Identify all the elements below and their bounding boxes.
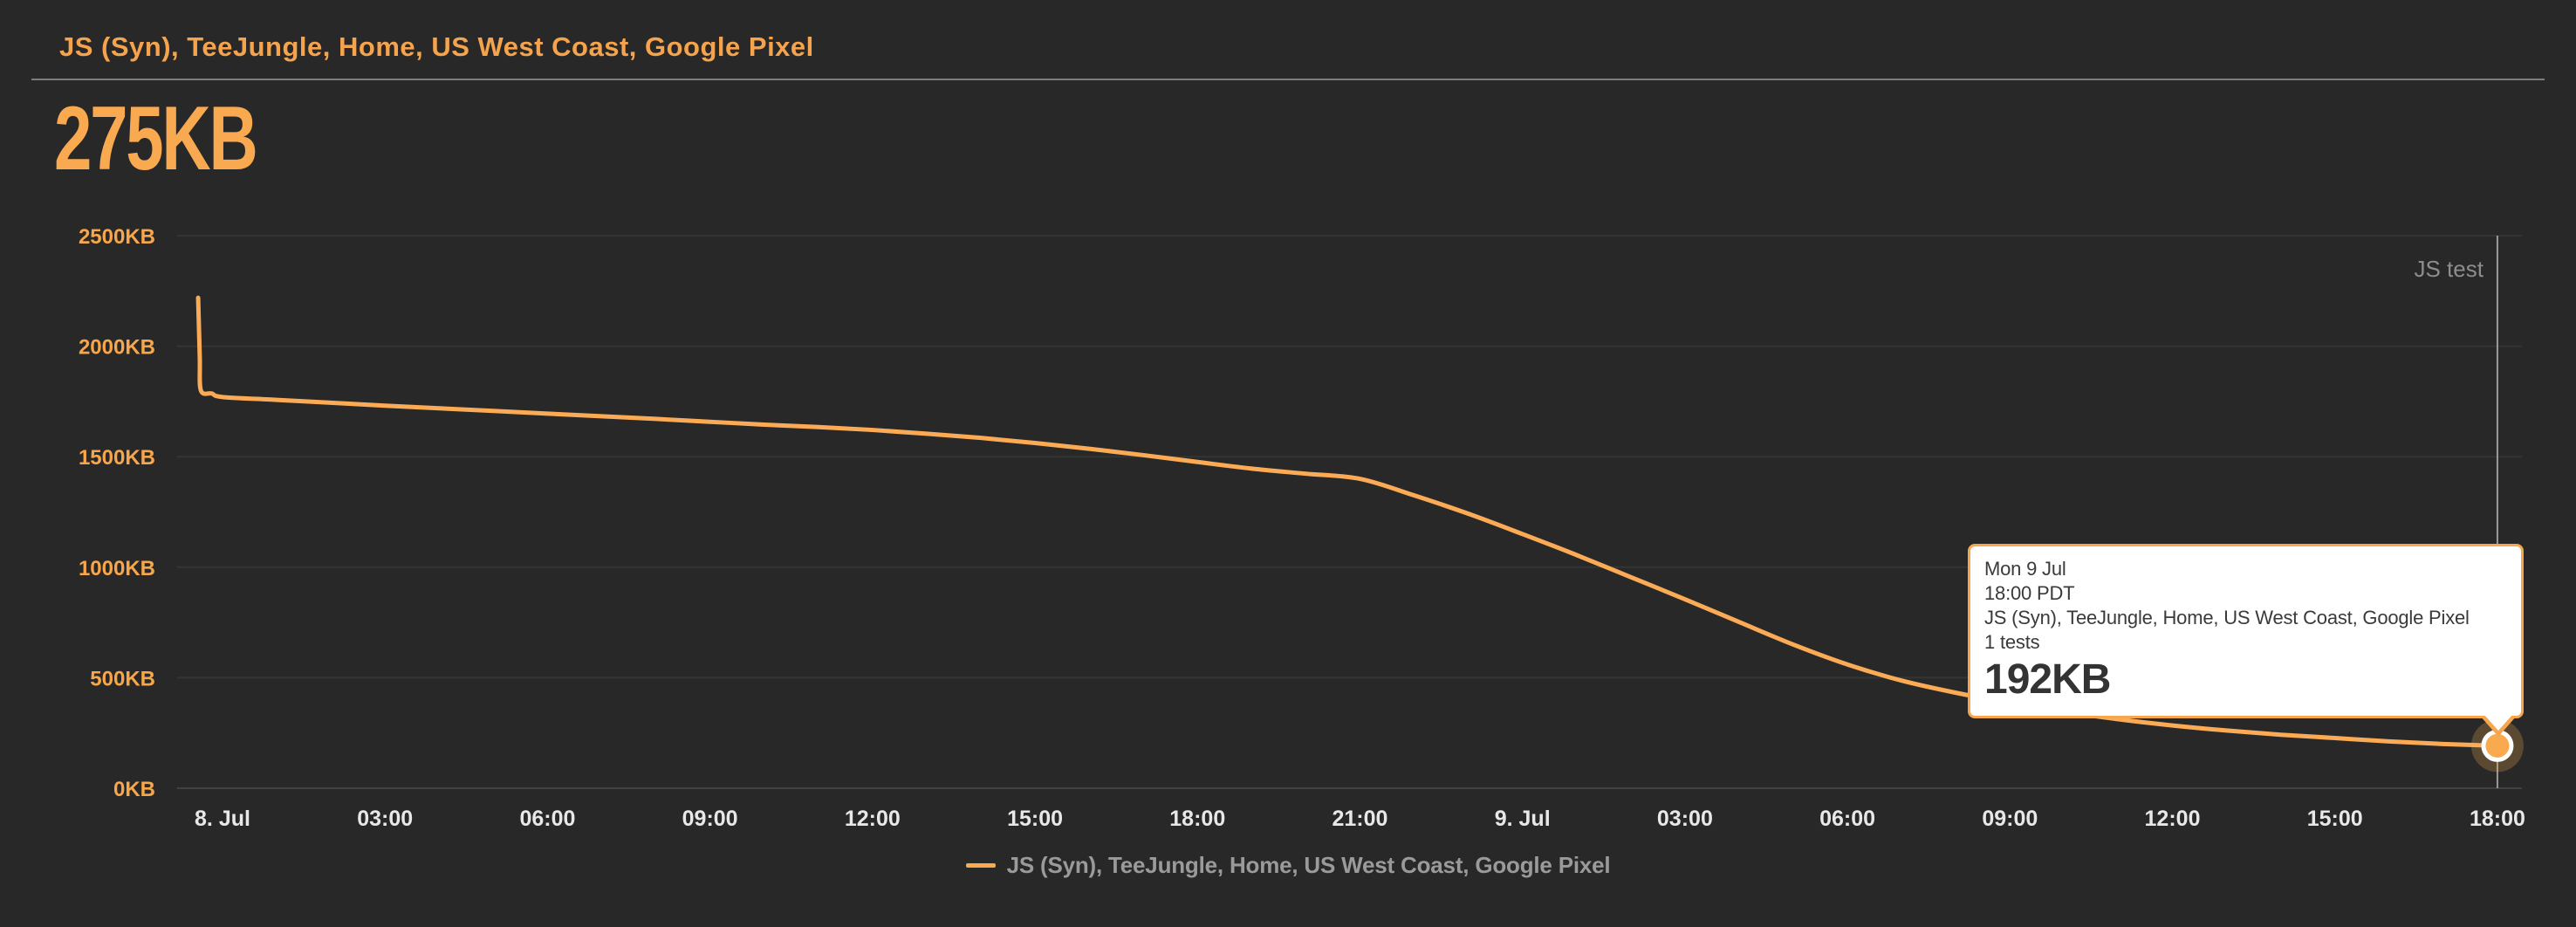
x-axis-label: 03:00 (357, 807, 413, 831)
x-axis-label: 12:00 (845, 807, 901, 831)
x-axis-label: 9. Jul (1495, 807, 1551, 831)
test-annotation-label: JS test (2414, 256, 2484, 282)
x-axis-label: 03:00 (1657, 807, 1713, 831)
y-axis-label: 0KB (113, 778, 155, 801)
x-axis-label: 15:00 (1007, 807, 1063, 831)
x-axis-label: 12:00 (2145, 807, 2201, 831)
tooltip-value: 192KB (1984, 656, 2111, 703)
legend-label: JS (Syn), TeeJungle, Home, US West Coast… (1006, 852, 1611, 878)
y-axis-label: 1000KB (79, 557, 155, 580)
y-axis-label: 1500KB (79, 446, 155, 470)
y-axis-label: 2500KB (79, 225, 155, 249)
x-axis-label: 8. Jul (195, 807, 250, 831)
chart-tooltip: Mon 9 Jul 18:00 PDT JS (Syn), TeeJungle,… (1968, 544, 2524, 737)
y-axis-label: 500KB (90, 667, 155, 690)
x-axis-label: 06:00 (519, 807, 575, 831)
x-axis-label: 18:00 (2470, 807, 2525, 831)
x-axis-label: 15:00 (2307, 807, 2363, 831)
legend-item[interactable]: JS (Syn), TeeJungle, Home, US West Coast… (0, 852, 2576, 879)
x-axis-label: 09:00 (1982, 807, 2038, 831)
tooltip-series-name: JS (Syn), TeeJungle, Home, US West Coast… (1984, 607, 2470, 628)
x-axis-label: 06:00 (1819, 807, 1875, 831)
x-axis-label: 09:00 (682, 807, 738, 831)
tooltip-time: 18:00 PDT (1984, 582, 2075, 604)
legend-line-icon (965, 863, 996, 868)
tooltip-pointer-fill-icon (2484, 714, 2513, 731)
x-axis-label: 18:00 (1169, 807, 1225, 831)
x-axis-label: 21:00 (1332, 807, 1387, 831)
page-title: JS (Syn), TeeJungle, Home, US West Coast… (59, 31, 814, 62)
y-axis-label: 2000KB (79, 336, 155, 360)
tooltip-date: Mon 9 Jul (1984, 558, 2066, 580)
title-divider (31, 79, 2545, 80)
metric-value: 275KB (54, 88, 258, 189)
tooltip-test-count: 1 tests (1984, 631, 2040, 653)
